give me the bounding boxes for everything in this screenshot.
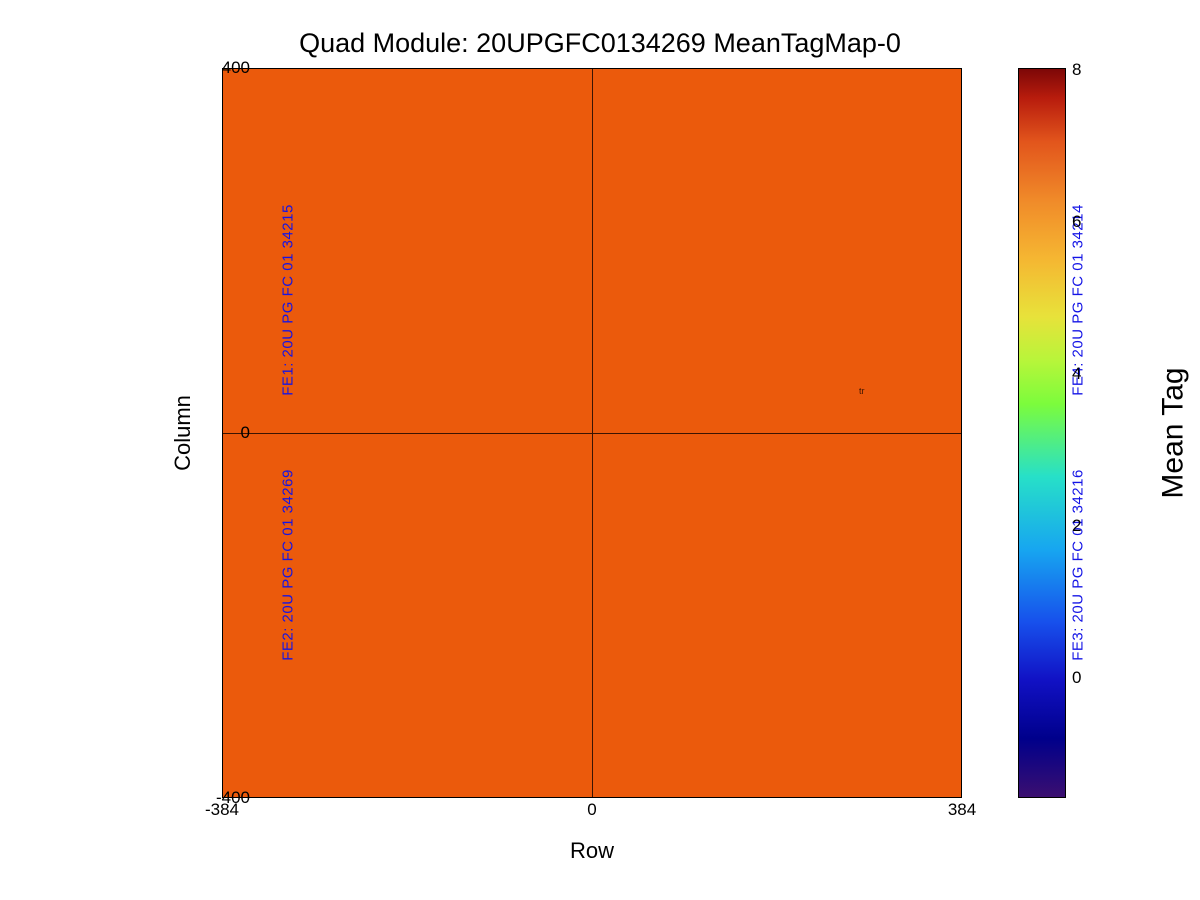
colorbar-tick-1: 2: [1072, 516, 1081, 536]
x-tick-label-2: 384: [948, 800, 976, 820]
figure-container: Quad Module: 20UPGFC0134269 MeanTagMap-0…: [0, 0, 1200, 900]
colorbar-tick-4: 8: [1072, 60, 1081, 80]
fe1-side-label: FE1: 20U PG FC 01 34215: [279, 204, 296, 396]
fe3-side-label: FE3: 20U PG FC 01 34216: [1069, 469, 1086, 661]
column-zero-gridline: [223, 433, 961, 434]
colorbar-gradient: [1018, 68, 1066, 798]
fe2-side-label: FE2: 20U PG FC 01 34269: [279, 469, 296, 661]
colorbar-title: Mean Tag: [1157, 367, 1191, 498]
y-axis-title: Column: [170, 395, 196, 471]
y-tick-label-1: 0: [210, 423, 250, 443]
colorbar-container: [1018, 68, 1066, 798]
x-tick-label-1: 0: [587, 800, 596, 820]
chart-title: Quad Module: 20UPGFC0134269 MeanTagMap-0: [0, 28, 1200, 59]
y-tick-label-2: -400: [210, 788, 250, 808]
x-axis-title: Row: [222, 838, 962, 864]
colorbar-tick-2: 4: [1072, 364, 1081, 384]
colorbar-tick-3: 6: [1072, 212, 1081, 232]
artifact-marker: tr: [859, 387, 865, 396]
y-tick-label-0: 400: [210, 58, 250, 78]
colorbar-tick-0: 0: [1072, 668, 1081, 688]
heatmap-plot: tr: [222, 68, 962, 798]
